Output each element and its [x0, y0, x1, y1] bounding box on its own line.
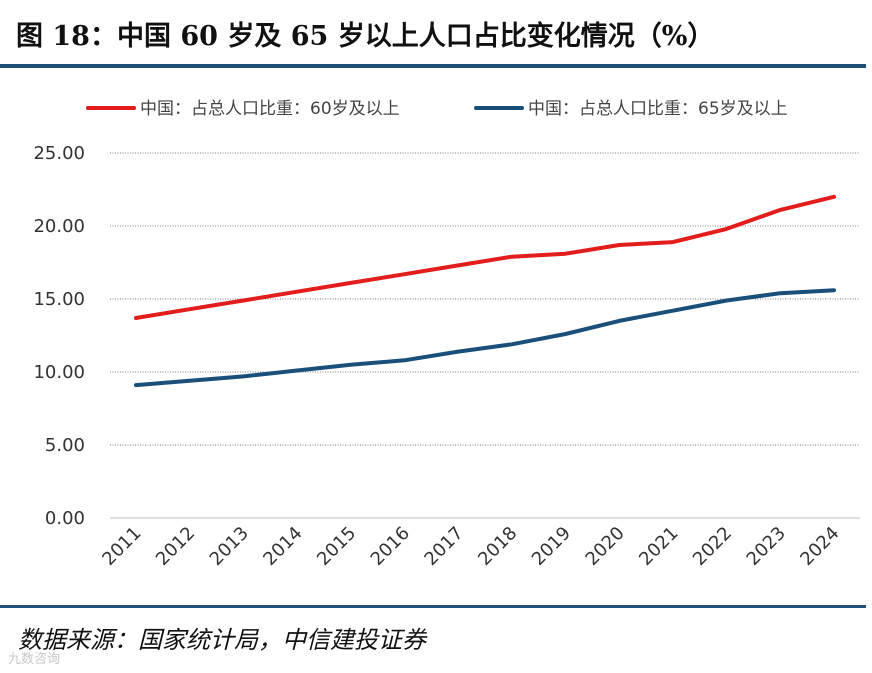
x-tick-label: 2013 — [206, 523, 253, 570]
source-note: 数据来源：国家统计局，中信建投证券 — [18, 626, 426, 654]
legend-label: 中国：占总人口比重：60岁及以上 — [140, 99, 400, 119]
x-tick-label: 2023 — [743, 523, 790, 570]
data-point — [671, 240, 675, 244]
data-point — [564, 252, 568, 256]
data-point — [134, 316, 138, 320]
series-line-60plus — [134, 194, 836, 320]
data-point — [617, 243, 621, 247]
data-point — [778, 208, 782, 212]
y-axis-ticks: 0.00 5.00 10.00 15.00 20.00 25.00 — [33, 143, 85, 529]
data-point — [349, 281, 353, 285]
y-tick-label: 10.00 — [33, 362, 85, 383]
legend-label: 中国：占总人口比重：65岁及以上 — [528, 99, 788, 119]
legend: 中国：占总人口比重：60岁及以上 中国：占总人口比重：65岁及以上 — [86, 99, 788, 119]
y-tick-label: 5.00 — [45, 435, 85, 456]
x-tick-label: 2020 — [582, 523, 629, 570]
data-point — [402, 358, 406, 362]
line-chart: 中国：占总人口比重：60岁及以上 中国：占总人口比重：65岁及以上 0.00 5.0… — [33, 99, 860, 570]
x-axis-ticks: 2011 2012 2013 2014 2015 2016 2017 2018 2019 2020… — [98, 523, 843, 570]
watermark: 九数咨询 — [8, 652, 61, 667]
y-tick-label: 25.00 — [33, 143, 85, 164]
data-point — [241, 374, 245, 378]
data-point — [832, 195, 836, 199]
x-tick-label: 2021 — [635, 523, 682, 570]
data-point — [832, 288, 836, 292]
series-line-65plus — [134, 288, 836, 388]
data-point — [564, 332, 568, 336]
series-lines — [134, 194, 836, 388]
y-tick-label: 15.00 — [33, 289, 85, 310]
bottom-rule — [0, 605, 866, 608]
data-point — [295, 369, 299, 373]
x-tick-label: 2024 — [796, 523, 843, 570]
data-point — [295, 290, 299, 294]
data-point — [510, 342, 514, 346]
data-point — [725, 227, 729, 231]
x-tick-label: 2014 — [259, 523, 306, 570]
data-point — [456, 263, 460, 267]
data-point — [188, 379, 192, 383]
data-point — [134, 383, 138, 387]
data-point — [725, 298, 729, 302]
y-tick-label: 20.00 — [33, 216, 85, 237]
x-tick-label: 2022 — [689, 523, 736, 570]
data-point — [617, 319, 621, 323]
x-tick-label: 2018 — [474, 523, 521, 570]
data-point — [671, 309, 675, 313]
top-rule — [0, 64, 866, 68]
data-point — [510, 255, 514, 259]
x-tick-label: 2019 — [528, 523, 575, 570]
chart-title: 图 18：中国 60 岁及 65 岁以上人口占比变化情况（%） — [16, 21, 715, 52]
gridlines — [110, 152, 860, 519]
data-point — [241, 298, 245, 302]
x-tick-label: 2017 — [420, 523, 467, 570]
x-tick-label: 2012 — [152, 523, 199, 570]
data-point — [188, 307, 192, 311]
data-point — [402, 272, 406, 276]
x-tick-label: 2011 — [98, 523, 145, 570]
x-tick-label: 2015 — [313, 523, 360, 570]
x-tick-label: 2016 — [367, 523, 414, 570]
y-tick-label: 0.00 — [45, 508, 85, 529]
data-point — [456, 350, 460, 354]
data-point — [349, 363, 353, 367]
data-point — [778, 291, 782, 295]
